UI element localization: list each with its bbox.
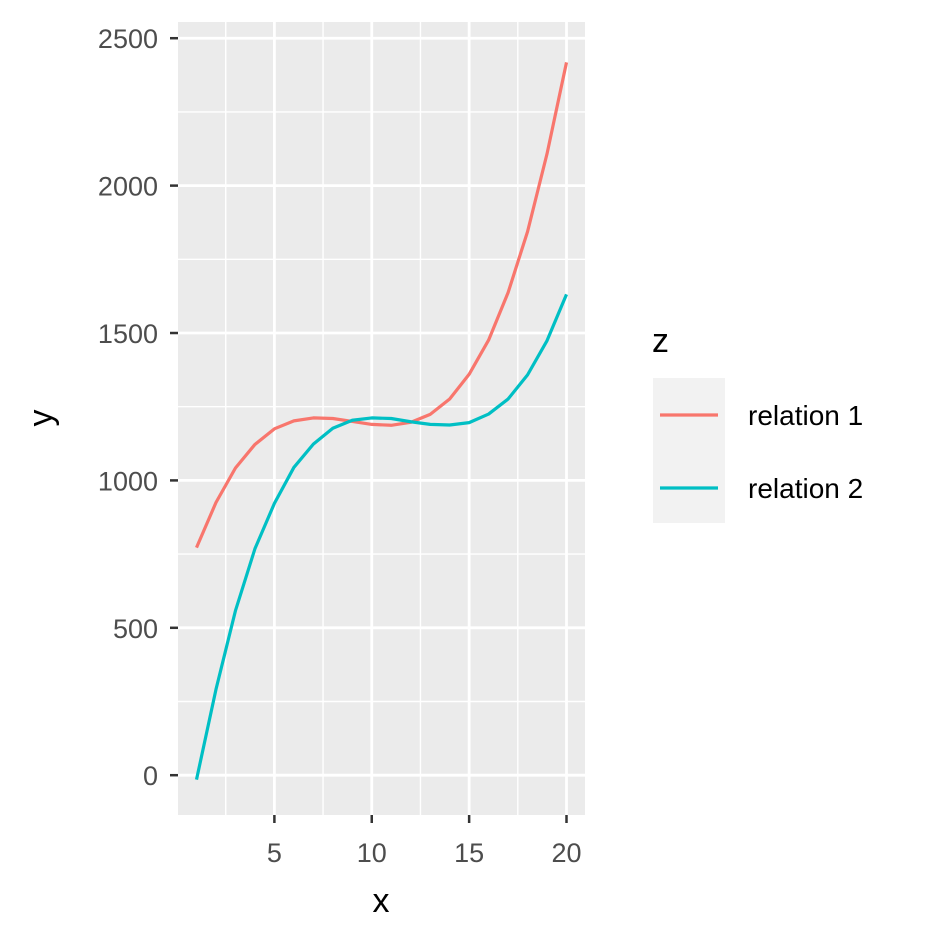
y-tick-label: 1000 bbox=[98, 466, 158, 496]
legend-key-background bbox=[653, 378, 725, 523]
x-axis: 5 10 15 20 bbox=[267, 815, 582, 868]
series-lines bbox=[194, 62, 569, 780]
legend-items: relation 1 relation 2 bbox=[660, 400, 863, 504]
x-tick-label: 5 bbox=[267, 838, 282, 868]
x-tick-label: 15 bbox=[454, 838, 484, 868]
y-axis: 0 500 1000 1500 2000 2500 bbox=[98, 24, 178, 791]
series-line-1 bbox=[195, 62, 569, 549]
y-axis-title: y bbox=[22, 410, 60, 427]
legend-label-1: relation 1 bbox=[748, 400, 863, 431]
y-tick-label: 0 bbox=[143, 761, 158, 791]
x-tick-label: 20 bbox=[551, 838, 581, 868]
series-line-2 bbox=[194, 293, 568, 780]
y-tick-label: 1500 bbox=[98, 319, 158, 349]
x-tick-label: 10 bbox=[357, 838, 387, 868]
y-tick-label: 2500 bbox=[98, 24, 158, 54]
legend-label-2: relation 2 bbox=[748, 473, 863, 504]
legend-title: z bbox=[652, 322, 669, 360]
x-axis-title: x bbox=[373, 882, 390, 920]
y-tick-label: 500 bbox=[113, 614, 158, 644]
y-tick-label: 2000 bbox=[98, 172, 158, 202]
legend: z relation 1 relation 2 bbox=[652, 322, 863, 523]
